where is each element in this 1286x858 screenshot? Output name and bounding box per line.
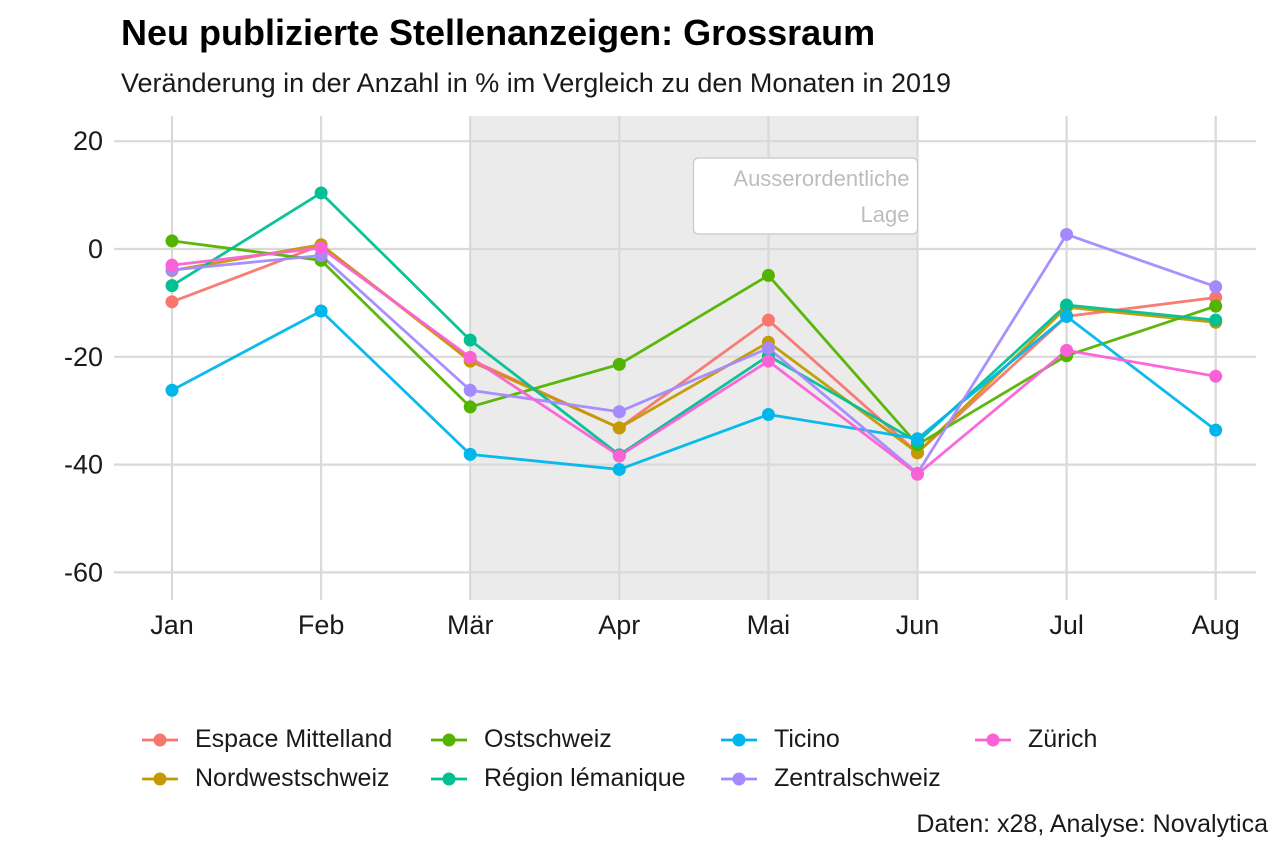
data-point (1060, 309, 1074, 323)
annotation-text-line2: Lage (861, 202, 910, 227)
series-line (171, 246, 1216, 476)
legend-item: Ostschweiz (429, 720, 719, 759)
annotation-text-line1: Ausserordentliche (733, 166, 909, 191)
data-point (612, 462, 626, 476)
data-point (314, 186, 328, 200)
legend-label: Nordwestschweiz (195, 764, 390, 792)
data-point (612, 421, 626, 435)
data-point (463, 400, 477, 414)
x-tick-label: Mär (447, 610, 494, 640)
annotation-box (692, 157, 919, 235)
x-tick-label: Aug (1192, 610, 1240, 640)
legend-label: Ticino (774, 725, 840, 753)
series-line (171, 191, 1216, 457)
data-point (1209, 280, 1223, 294)
legend-item: Espace Mittelland (140, 720, 429, 759)
legend-key (975, 733, 1011, 746)
data-point (1060, 227, 1074, 241)
chart-caption: Daten: x28, Analyse: Novalytica (916, 810, 1268, 838)
data-point (165, 279, 179, 293)
line-chart: Ausserordentliche Lage 20 0 -20 -40 -60 Jan Feb M… (64, 116, 1256, 640)
legend-key (142, 772, 178, 785)
legend-key (721, 733, 757, 746)
legend-item: Région lémanique (429, 759, 719, 798)
data-point (165, 258, 179, 272)
data-point (761, 407, 775, 421)
legend-key (431, 772, 467, 785)
legend-label: Espace Mittelland (195, 725, 393, 753)
legend-item: Nordwestschweiz (140, 759, 429, 798)
legend-label: Zentralschweiz (774, 764, 941, 792)
legend-key (721, 772, 757, 785)
data-point (612, 449, 626, 463)
data-point (463, 383, 477, 397)
data-point (761, 313, 775, 327)
x-tick-label: Jan (150, 610, 194, 640)
chart-subtitle: Veränderung in der Anzahl in % im Vergle… (121, 68, 952, 98)
chart-title: Neu publizierte Stellenanzeigen: Grossra… (121, 12, 876, 53)
y-tick-label: 20 (73, 126, 103, 156)
data-point (314, 241, 328, 255)
x-tick-label: Jul (1049, 610, 1084, 640)
data-point (314, 304, 328, 318)
data-point (1209, 423, 1223, 437)
legend-label: Zürich (1028, 725, 1098, 753)
y-tick-label: -40 (64, 450, 103, 480)
data-point (1209, 299, 1223, 313)
legend-key (142, 733, 178, 746)
x-tick-label: Apr (598, 610, 640, 640)
data-point (1060, 343, 1074, 357)
y-tick-label: -20 (64, 342, 103, 372)
data-point (1209, 313, 1223, 327)
data-point (1060, 298, 1074, 312)
data-point (911, 467, 924, 481)
x-tick-label: Jun (896, 610, 940, 640)
y-tick-label: 0 (88, 234, 103, 264)
data-point (761, 268, 775, 282)
x-tick-label: Mai (747, 610, 791, 640)
x-tick-label: Feb (298, 610, 345, 640)
legend: Espace Mittelland Nordwestschweiz Ostschwe… (140, 720, 1193, 798)
data-point (165, 295, 179, 309)
series-line (171, 309, 1217, 471)
legend-item: Zürich (973, 720, 1193, 759)
y-tick-label: -60 (64, 557, 103, 587)
data-point (911, 432, 924, 446)
data-point (761, 354, 775, 368)
data-point (463, 333, 477, 347)
data-point (612, 405, 626, 419)
series-line (171, 233, 1217, 475)
data-point (761, 341, 775, 355)
data-point (165, 383, 179, 397)
legend-label: Ostschweiz (484, 725, 612, 753)
legend-item: Ticino (719, 720, 973, 759)
legend-label: Région lémanique (484, 764, 686, 792)
data-point (165, 234, 179, 248)
data-point (612, 357, 626, 371)
legend-key (431, 733, 467, 746)
data-point (1209, 369, 1223, 383)
data-point (463, 447, 477, 461)
legend-item: Zentralschweiz (719, 759, 973, 798)
series-line (171, 243, 1216, 455)
data-point (463, 350, 477, 364)
